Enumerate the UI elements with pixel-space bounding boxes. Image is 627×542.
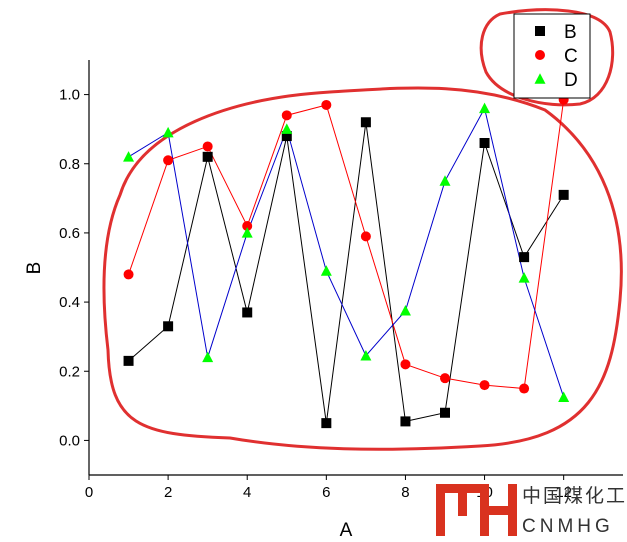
- y-axis-title: B: [24, 262, 45, 275]
- series-c-point: [163, 155, 174, 166]
- series-d-point: [320, 265, 332, 276]
- series-b-point: [479, 138, 490, 148]
- y-tick-label: 0.6: [59, 225, 80, 242]
- legend-box: [513, 13, 591, 99]
- series-d-point: [123, 151, 135, 162]
- series-b-point: [202, 151, 213, 162]
- annotation-outline-data: [102, 86, 623, 451]
- series-c-point: [242, 221, 253, 231]
- series-b-point: [400, 416, 411, 427]
- x-tick-label: 12: [555, 484, 572, 501]
- series-b-line: [128, 122, 565, 424]
- series-b-point: [440, 407, 450, 418]
- series-c-line: [128, 99, 565, 390]
- series-d-point: [479, 102, 491, 114]
- watermark: 中国煤化工 CNMHG: [436, 484, 627, 537]
- legend-b-marker: [535, 26, 545, 36]
- series-b-point: [360, 117, 371, 128]
- series-b-point: [242, 307, 253, 318]
- x-axis-title: A: [340, 520, 353, 541]
- series-b-point: [519, 252, 530, 263]
- legend-b-label: B: [564, 22, 577, 43]
- legend-d-label: D: [564, 70, 578, 91]
- y-tick-label: 0.0: [59, 432, 80, 449]
- watermark-chinese: 中国煤化工: [522, 485, 627, 507]
- series-d-point: [399, 304, 411, 316]
- annotation-outline-legend: [479, 8, 615, 107]
- y-tick-label: 1.0: [59, 87, 80, 104]
- series-c-point: [281, 110, 292, 121]
- series-d-point: [162, 126, 174, 138]
- legend-d-marker: [534, 73, 546, 84]
- series-b-point: [281, 131, 292, 142]
- series-d-point: [360, 349, 372, 361]
- series-c-point: [123, 269, 134, 280]
- series-d-point: [202, 351, 214, 363]
- series-d-point: [518, 272, 530, 283]
- y-tick-label: 0.2: [59, 363, 80, 380]
- series-c-point: [440, 373, 450, 384]
- legend-c-label: C: [564, 46, 578, 67]
- x-tick-label: 6: [322, 484, 330, 501]
- series-b-point: [123, 355, 134, 366]
- series-d-point: [281, 123, 293, 134]
- series-c-point: [479, 380, 490, 391]
- series-b-point: [163, 321, 174, 332]
- series-d-point: [241, 227, 253, 238]
- series-c-point: [519, 383, 530, 394]
- x-tick-label: 0: [85, 484, 93, 501]
- x-tick-label: 2: [164, 484, 172, 501]
- series-c-point: [202, 141, 213, 152]
- series-c-point: [400, 359, 411, 370]
- series-d-line: [128, 107, 565, 398]
- series-d-point: [439, 175, 451, 186]
- watermark-logo-icon: [436, 484, 517, 536]
- legend-c-marker: [535, 50, 545, 60]
- legend: BCD: [513, 13, 591, 99]
- x-tick-label: 8: [401, 484, 409, 501]
- y-tick-label: 0.4: [59, 294, 80, 311]
- watermark-english: CNMHG: [522, 516, 614, 537]
- series-b-point: [558, 189, 569, 200]
- series-b-point: [321, 418, 332, 429]
- series-c-point: [321, 99, 332, 110]
- series-d-point: [558, 391, 570, 402]
- series-c-point: [360, 231, 371, 242]
- x-tick-label: 4: [243, 484, 251, 501]
- y-tick-label: 0.8: [59, 156, 80, 173]
